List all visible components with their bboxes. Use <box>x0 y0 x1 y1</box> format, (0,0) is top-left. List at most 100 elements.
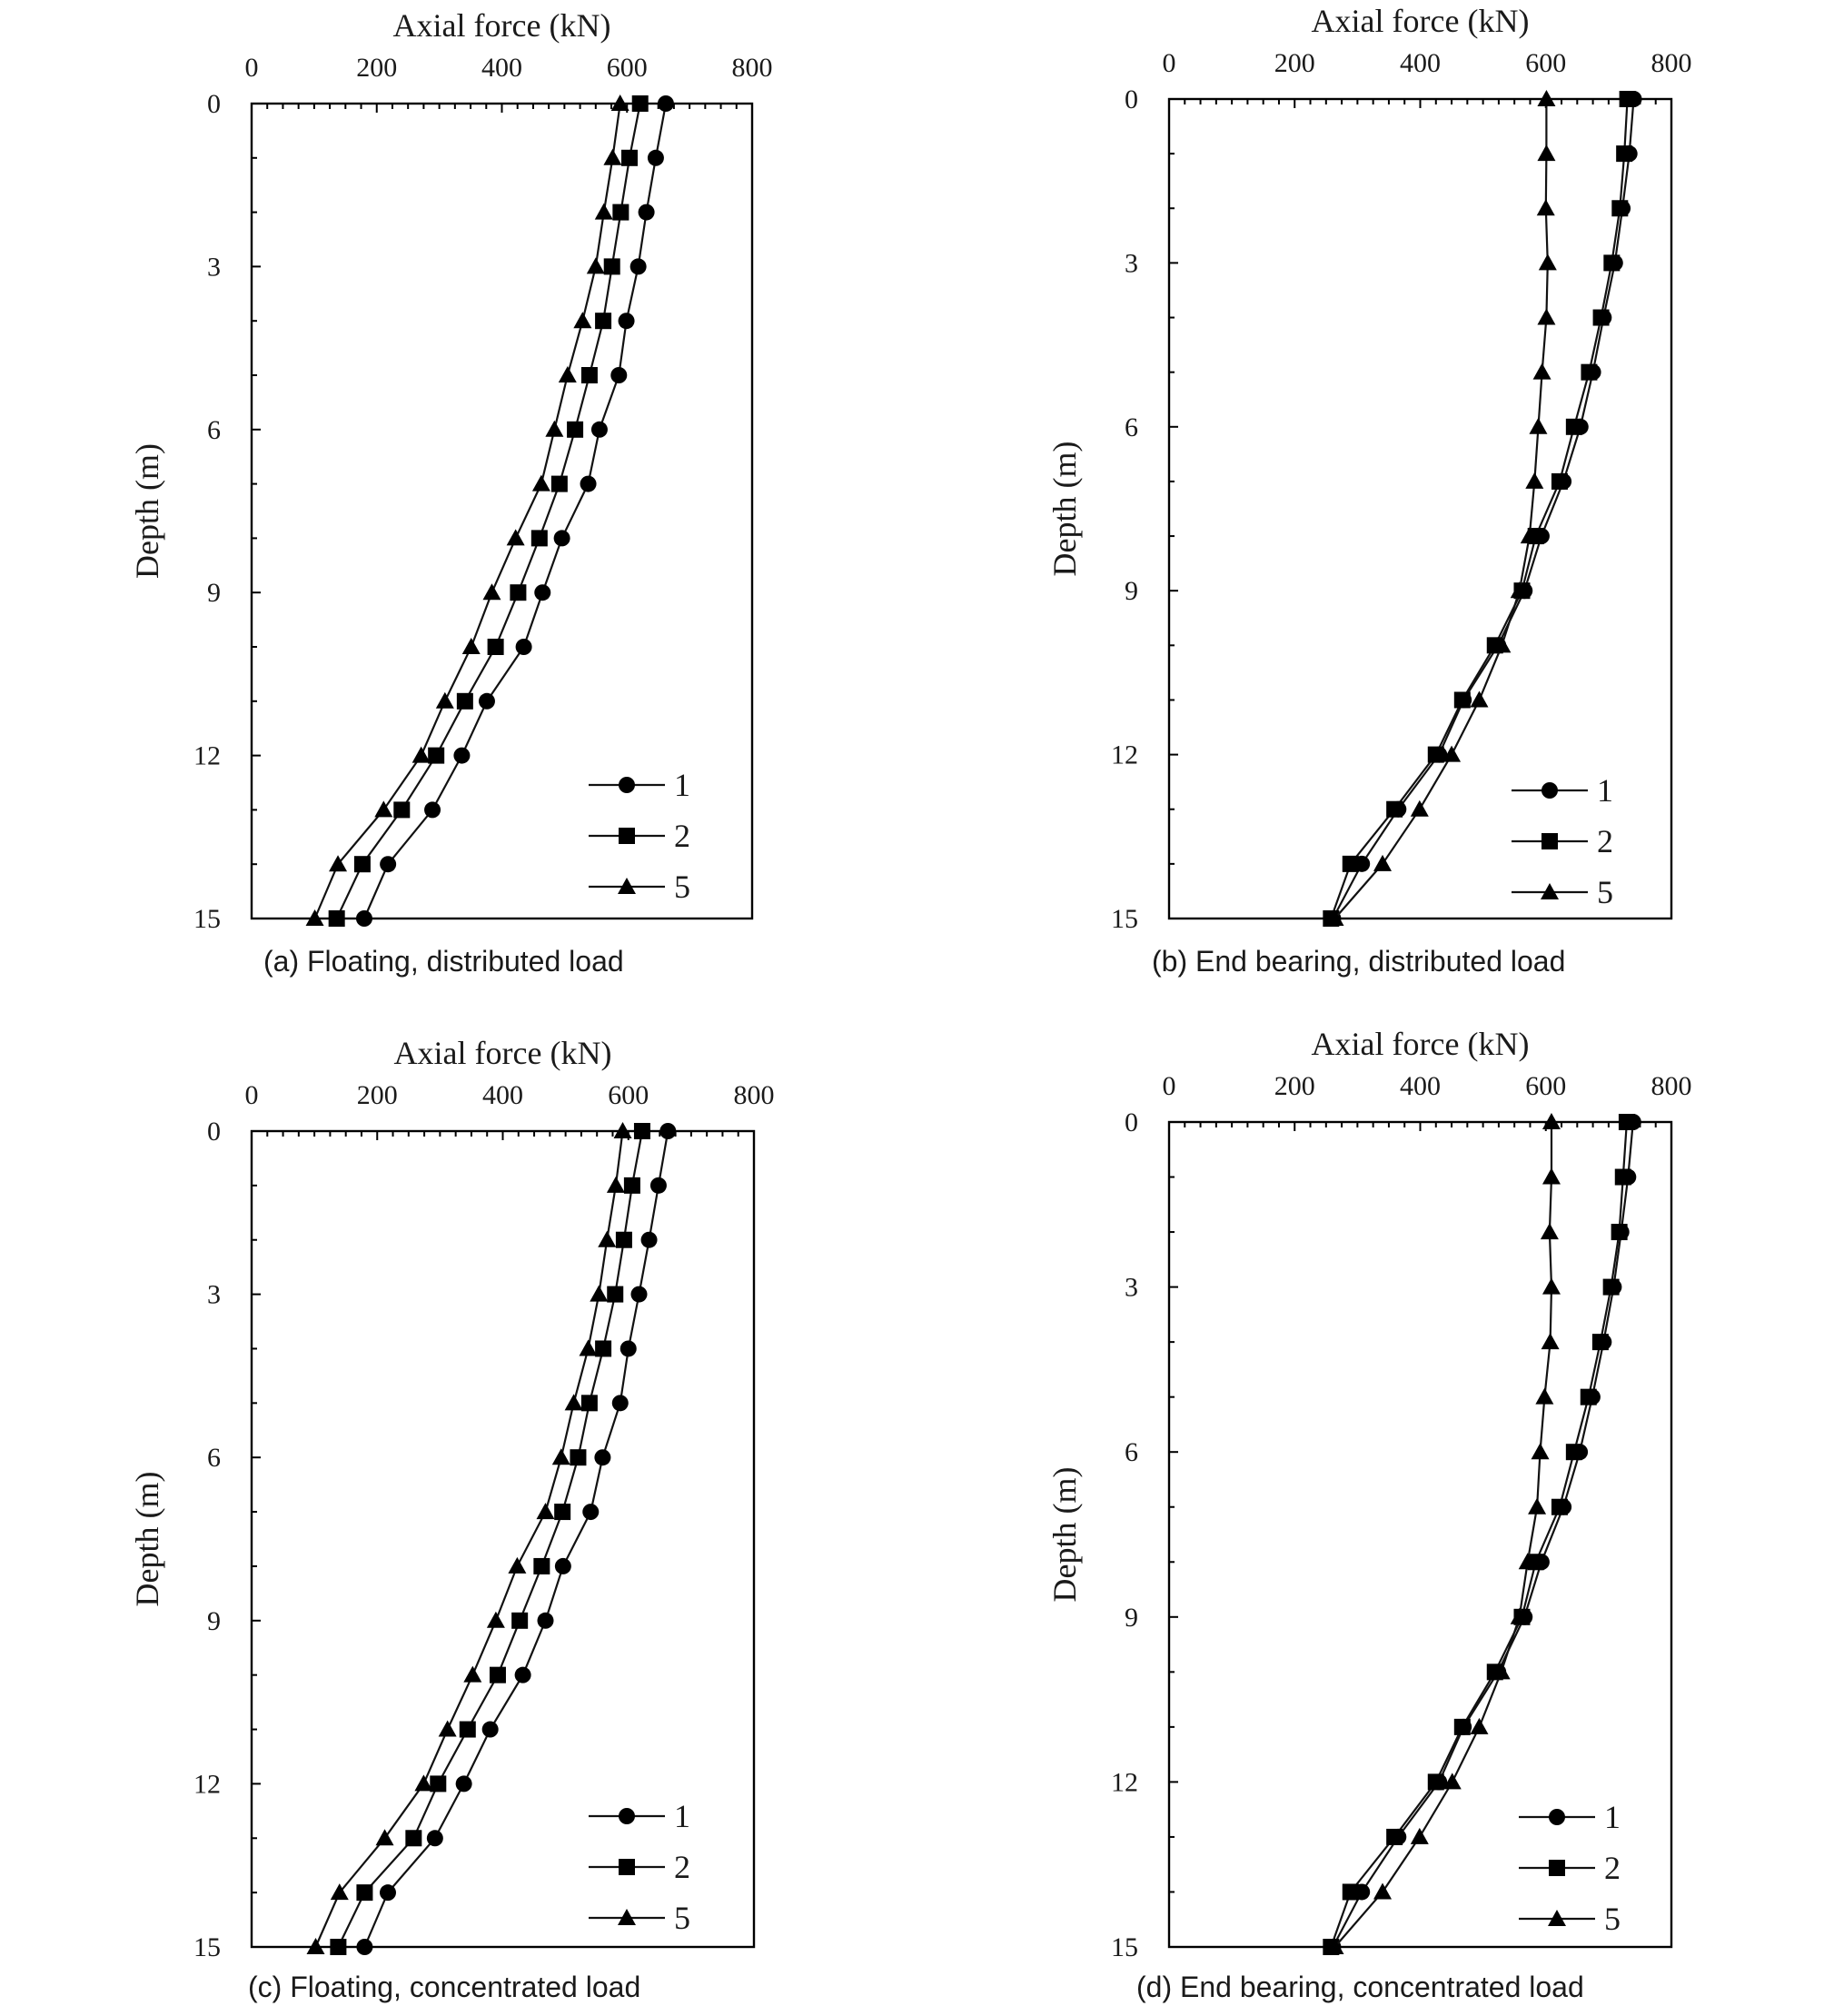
legend: 1 2 5 <box>1512 772 1613 910</box>
data-point-triangle <box>579 1339 598 1356</box>
data-point-square <box>615 1231 632 1248</box>
panel-caption: (d) End bearing, concentrated load <box>1136 1971 1584 2003</box>
x-tick-label: 800 <box>734 1080 775 1110</box>
series-line <box>337 1130 644 1948</box>
data-point-square <box>530 530 548 547</box>
series-line <box>1330 1121 1628 1948</box>
legend-marker-square <box>1549 1860 1565 1876</box>
data-point-triangle <box>463 1665 482 1683</box>
y-tick-label: 6 <box>1125 412 1138 442</box>
y-tick-label: 9 <box>1125 1603 1138 1633</box>
data-point-square <box>1611 200 1629 217</box>
data-point-circle <box>590 421 608 438</box>
data-point-circle <box>629 258 647 275</box>
data-point-square <box>567 421 584 438</box>
data-point-triangle <box>1541 1167 1561 1185</box>
legend-label: 2 <box>1604 1850 1621 1886</box>
data-point-triangle <box>508 1556 527 1574</box>
y-tick-label: 3 <box>1125 248 1138 278</box>
data-point-triangle <box>1470 1717 1489 1734</box>
y-tick-label: 9 <box>207 578 221 608</box>
data-point-triangle <box>1541 1113 1561 1129</box>
data-point-triangle <box>305 909 324 926</box>
data-point-square <box>554 1504 571 1521</box>
data-point-circle <box>582 1504 600 1521</box>
data-point-circle <box>659 1123 677 1139</box>
data-point-circle <box>610 367 628 383</box>
y-tick-label: 15 <box>1111 1932 1138 1962</box>
data-point-triangle <box>1531 1443 1550 1460</box>
series-line <box>362 103 668 919</box>
data-point-triangle <box>531 474 550 492</box>
data-point-triangle <box>564 1394 583 1411</box>
data-point-circle <box>380 856 397 873</box>
data-point-circle <box>514 1666 531 1683</box>
data-point-circle <box>594 1449 611 1466</box>
data-point-square <box>489 1666 506 1683</box>
data-point-square <box>580 1395 598 1412</box>
data-point-square <box>631 95 649 112</box>
y-tick-label: 15 <box>193 1932 221 1962</box>
legend-marker-circle <box>619 777 635 793</box>
data-point-triangle <box>486 1611 505 1628</box>
data-point-square <box>1618 1114 1635 1130</box>
data-point-triangle <box>1492 636 1512 653</box>
data-point-triangle <box>1410 1827 1429 1844</box>
data-point-square <box>405 1830 422 1847</box>
data-point-circle <box>580 475 597 492</box>
data-point-triangle <box>1510 581 1529 599</box>
series-1 <box>356 1123 677 1955</box>
legend-label: 5 <box>1597 874 1613 910</box>
data-point-square <box>1611 1224 1628 1241</box>
x-tick-label: 600 <box>1525 1071 1566 1101</box>
data-point-triangle <box>1518 1553 1537 1570</box>
legend-marker-square <box>619 1859 635 1875</box>
series-2 <box>1323 1114 1635 1955</box>
data-point-triangle <box>558 366 577 382</box>
x-tick-label: 400 <box>481 53 522 83</box>
series-line <box>335 103 641 919</box>
legend: 1 2 5 <box>1519 1799 1621 1937</box>
data-point-square <box>623 1177 640 1194</box>
data-point-triangle <box>603 148 622 165</box>
y-tick-label: 0 <box>1125 84 1138 114</box>
y-tick-label: 15 <box>1111 904 1138 934</box>
series-2 <box>330 1123 650 1955</box>
data-point-triangle <box>1537 144 1556 162</box>
x-axis-title: Axial force (kN) <box>393 7 611 44</box>
data-point-triangle <box>506 529 525 546</box>
data-point-circle <box>534 584 551 601</box>
data-point-triangle <box>1541 1333 1560 1350</box>
series-5 <box>306 1122 632 1954</box>
data-point-square <box>595 313 612 330</box>
series-line <box>1333 1122 1553 1948</box>
data-point-square <box>1386 800 1403 818</box>
series-1 <box>1324 91 1642 927</box>
data-point-square <box>1342 1883 1359 1901</box>
data-point-triangle <box>482 583 501 601</box>
y-tick-label: 0 <box>1125 1107 1138 1137</box>
data-point-circle <box>478 692 495 710</box>
data-point-triangle <box>1529 417 1548 434</box>
data-point-square <box>1616 145 1633 163</box>
data-point-square <box>1453 691 1471 709</box>
data-point-circle <box>453 747 471 764</box>
legend-label: 5 <box>1604 1901 1621 1937</box>
panel-caption: (c) Floating, concentrated load <box>248 1971 640 2003</box>
data-point-square <box>633 1123 650 1139</box>
legend: 1 2 5 <box>589 767 690 905</box>
data-point-triangle <box>610 94 629 111</box>
data-point-circle <box>481 1721 499 1738</box>
data-point-triangle <box>1410 799 1429 817</box>
x-tick-label: 600 <box>607 53 648 83</box>
data-point-triangle <box>306 1938 325 1954</box>
y-tick-label: 0 <box>207 1117 221 1147</box>
data-point-square <box>428 747 445 764</box>
legend-label: 5 <box>674 1900 690 1936</box>
x-tick-label: 600 <box>608 1080 649 1110</box>
data-point-circle <box>455 1775 472 1793</box>
data-point-square <box>459 1721 476 1738</box>
data-point-square <box>595 1340 612 1357</box>
legend-label: 1 <box>674 767 690 803</box>
